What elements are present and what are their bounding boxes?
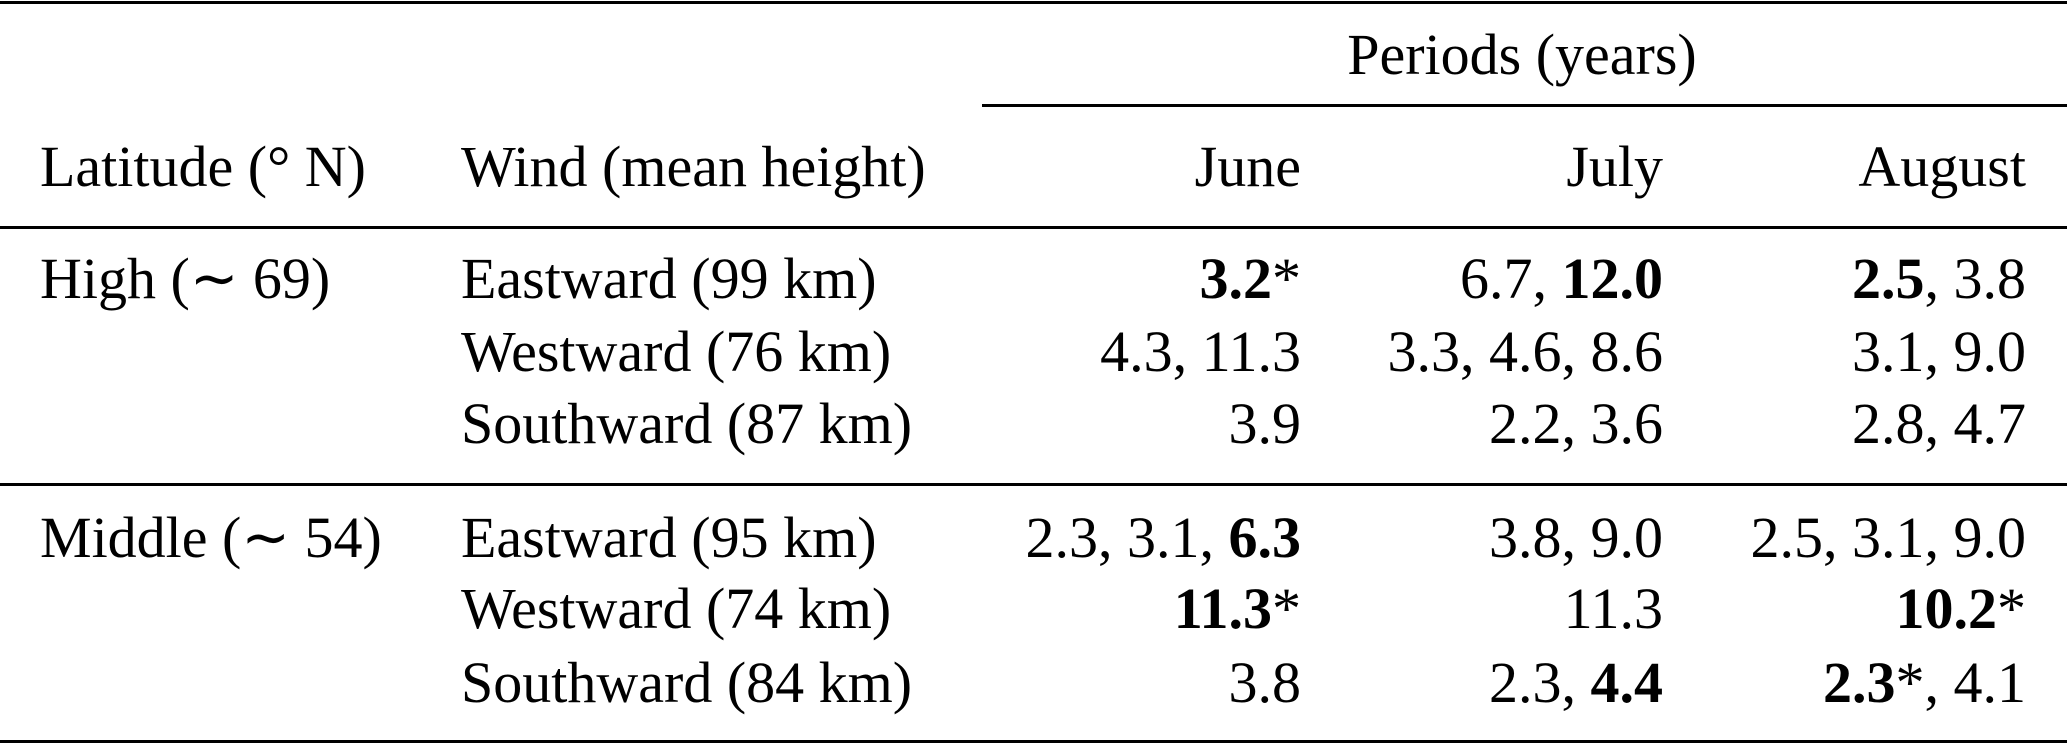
period-cell: 2.5, 3.1, 9.0 [1751, 509, 2027, 567]
period-cell: 3.3, 4.6, 8.6 [1388, 323, 1664, 381]
period-value: 3.9 [1228, 391, 1302, 456]
period-value: 2.5 [1852, 246, 1925, 311]
column-header: Wind (mean height) [461, 134, 926, 199]
latitude-cell: High (∼ 69) [40, 246, 331, 311]
period-cell: 11.3 [1564, 580, 1663, 638]
period-value: * [1997, 576, 2026, 641]
period-cell: 4.3, 11.3 [1100, 323, 1301, 381]
period-cell: 2.3, 4.4 [1489, 654, 1663, 712]
column-header: June [1194, 134, 1301, 199]
column-header: July [1566, 134, 1663, 199]
column-header: Latitude (° N) [40, 134, 366, 199]
wind-cell: Westward (74 km) [461, 576, 892, 641]
period-value: 2.8, 4.7 [1852, 391, 2026, 456]
period-value: 3.8 [1228, 650, 1302, 715]
period-value: 2.2, 3.6 [1489, 391, 1663, 456]
period-value: 6.7, [1460, 246, 1562, 311]
period-cell: 2.3*, 4.1 [1823, 654, 2026, 712]
period-cell: 3.8 [1229, 654, 1302, 712]
wind-cell: Eastward (99 km) [461, 246, 877, 311]
group-separator [0, 483, 2067, 486]
period-value: * [1272, 246, 1301, 311]
period-value: 3.2 [1199, 246, 1273, 311]
period-value: 2.3, [1489, 650, 1591, 715]
period-value: 11.3 [1563, 576, 1663, 641]
wind-cell: Eastward (95 km) [461, 505, 877, 570]
wind-cell: Westward (76 km) [461, 319, 892, 384]
latitude-cell: Middle (∼ 54) [40, 505, 382, 570]
period-cell: 11.3* [1174, 580, 1301, 638]
group-label: Periods (years) [1347, 22, 1697, 87]
period-value: , 3.8 [1924, 246, 2027, 311]
period-value: * [1895, 650, 1925, 715]
column-header: August [1858, 134, 2026, 199]
period-cell: 2.8, 4.7 [1852, 395, 2026, 453]
period-value: * [1272, 576, 1301, 641]
period-cell: 2.2, 3.6 [1489, 395, 1663, 453]
period-cell: 3.9 [1229, 395, 1302, 453]
period-value: 3.1, 9.0 [1852, 319, 2026, 384]
period-value: 4.4 [1590, 650, 1664, 715]
period-value: , 4.1 [1924, 650, 2027, 715]
period-value: 3.3, 4.6, 8.6 [1387, 319, 1664, 384]
bottom-rule [0, 740, 2067, 743]
period-value: 4.3, 11.3 [1100, 319, 1301, 384]
period-cell: 3.1, 9.0 [1852, 323, 2026, 381]
wind-cell: Southward (84 km) [461, 650, 913, 715]
period-value: 6.3 [1228, 505, 1302, 570]
wind-cell: Southward (87 km) [461, 391, 913, 456]
period-value: 11.3 [1173, 576, 1272, 641]
period-value: 2.5, 3.1, 9.0 [1750, 505, 2027, 570]
group-rule [982, 104, 2067, 107]
header-rule [0, 226, 2067, 229]
period-value: 3.8, 9.0 [1489, 505, 1663, 570]
period-cell: 2.5, 3.8 [1852, 250, 2026, 308]
period-cell: 6.7, 12.0 [1460, 250, 1663, 308]
period-value: 2.3, 3.1, [1025, 505, 1229, 570]
period-cell: 3.8, 9.0 [1489, 509, 1663, 567]
period-value: 12.0 [1561, 246, 1664, 311]
period-cell: 2.3, 3.1, 6.3 [1026, 509, 1302, 567]
period-value: 10.2 [1895, 576, 1998, 641]
top-rule [0, 1, 2067, 4]
period-cell: 3.2* [1200, 250, 1302, 308]
period-value: 2.3 [1823, 650, 1896, 715]
period-cell: 10.2* [1896, 580, 2027, 638]
